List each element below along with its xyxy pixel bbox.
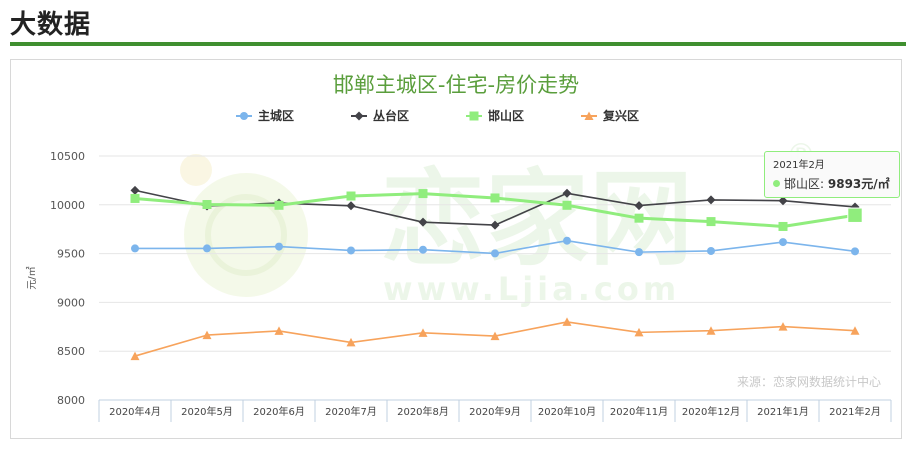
tooltip-series-dot xyxy=(773,180,780,187)
legend-symbol xyxy=(240,112,248,120)
y-tick-label: 10000 xyxy=(50,199,85,212)
watermark: 恋家网 ® www.Ljia.com xyxy=(180,138,816,308)
legend-label: 主城区 xyxy=(258,108,294,123)
x-tick-label: 2020年4月 xyxy=(109,405,161,418)
x-tick-label: 2021年2月 xyxy=(829,405,881,418)
data-point[interactable] xyxy=(706,326,716,335)
y-tick-label: 9500 xyxy=(57,248,85,261)
data-point[interactable] xyxy=(850,326,860,335)
data-point[interactable] xyxy=(490,193,500,203)
data-point[interactable] xyxy=(274,200,284,210)
y-axis-label: 元/㎡ xyxy=(26,266,38,289)
x-tick-label: 2020年12月 xyxy=(682,405,740,418)
price-trend-chart[interactable]: 恋家网 ® www.Ljia.com 邯郸主城区-住宅-房价走势 主城区丛台区邯… xyxy=(11,60,901,438)
series-3[interactable] xyxy=(130,317,860,361)
legend-symbol xyxy=(584,111,594,120)
data-point[interactable] xyxy=(562,317,572,326)
data-point[interactable] xyxy=(634,213,644,223)
page-title: 大数据 xyxy=(10,10,92,40)
data-point[interactable] xyxy=(130,185,140,195)
y-axis: 8000 8500 9000 9500 10000 10500 xyxy=(50,150,85,407)
x-tick-label: 2020年5月 xyxy=(181,405,233,418)
title-divider xyxy=(10,42,906,46)
legend-symbol xyxy=(354,111,364,121)
data-point[interactable] xyxy=(706,195,716,205)
y-tick-label: 9000 xyxy=(57,296,85,309)
legend-label: 丛台区 xyxy=(373,108,409,123)
tooltip-value: 9893元/㎡ xyxy=(827,177,890,191)
data-point[interactable] xyxy=(131,244,139,253)
data-point[interactable] xyxy=(346,201,356,211)
x-axis: 2020年4月 2020年5月 2020年6月 2020年7月 2020年8月 2020年… xyxy=(98,399,892,422)
chart-series xyxy=(130,185,863,361)
data-point[interactable] xyxy=(778,196,788,206)
x-tick-label: 2020年8月 xyxy=(397,405,449,418)
data-point[interactable] xyxy=(778,322,788,331)
series-0[interactable] xyxy=(131,236,859,258)
data-point[interactable] xyxy=(346,337,356,347)
legend-label: 复兴区 xyxy=(602,108,639,123)
y-tick-label: 8000 xyxy=(57,394,85,407)
snail-logo-icon xyxy=(184,173,308,297)
data-point[interactable] xyxy=(491,249,499,258)
chart-tooltip: 2021年2月 邯山区: 9893元/㎡ xyxy=(764,151,900,198)
legend-symbol xyxy=(469,111,479,121)
source-note: 来源：恋家网数据统计中心 xyxy=(737,374,881,389)
data-point[interactable] xyxy=(203,244,211,253)
data-point[interactable] xyxy=(274,326,284,335)
data-point[interactable] xyxy=(202,200,212,210)
data-point[interactable] xyxy=(275,242,283,251)
data-point[interactable] xyxy=(562,200,572,210)
data-point[interactable] xyxy=(418,328,428,337)
data-point[interactable] xyxy=(419,245,427,254)
data-point[interactable] xyxy=(418,189,428,199)
data-point[interactable] xyxy=(202,330,212,340)
series-2[interactable] xyxy=(130,189,863,231)
data-point[interactable] xyxy=(346,191,356,201)
data-point[interactable] xyxy=(634,201,644,211)
x-tick-label: 2020年9月 xyxy=(469,405,521,418)
data-point[interactable] xyxy=(851,247,859,256)
tooltip-series-name: 邯山区 xyxy=(784,177,821,191)
tooltip-date: 2021年2月 xyxy=(773,160,825,171)
x-tick-label: 2020年11月 xyxy=(610,405,668,418)
data-point[interactable] xyxy=(130,193,140,203)
x-tick-label: 2020年10月 xyxy=(538,405,596,418)
data-point[interactable] xyxy=(635,248,643,257)
chart-legend: 主城区 丛台区 邯山区 复兴区 xyxy=(236,108,639,123)
x-tick-label: 2020年6月 xyxy=(253,405,305,418)
y-tick-label: 8500 xyxy=(57,345,85,358)
data-point[interactable] xyxy=(634,327,644,337)
data-point[interactable] xyxy=(779,238,787,247)
data-point[interactable] xyxy=(707,246,715,255)
x-tick-label: 2021年1月 xyxy=(757,405,809,418)
data-point[interactable] xyxy=(562,188,572,198)
legend-label: 邯山区 xyxy=(488,108,524,123)
legend-item[interactable]: 主城区 xyxy=(236,108,294,123)
data-point[interactable] xyxy=(778,221,788,231)
data-point[interactable] xyxy=(490,220,500,230)
y-tick-label: 10500 xyxy=(50,150,85,163)
data-point[interactable] xyxy=(847,207,863,223)
legend-item[interactable]: 复兴区 xyxy=(581,108,639,123)
chart-title: 邯郸主城区-住宅-房价走势 xyxy=(333,73,579,97)
data-point[interactable] xyxy=(706,217,716,227)
watermark-url: www.Ljia.com xyxy=(383,270,680,308)
legend-item[interactable]: 丛台区 xyxy=(351,108,409,123)
data-point[interactable] xyxy=(130,351,140,361)
tooltip-row: 邯山区: 9893元/㎡ xyxy=(773,175,891,192)
legend-item[interactable]: 邯山区 xyxy=(466,108,524,123)
data-point[interactable] xyxy=(490,331,500,341)
data-point[interactable] xyxy=(347,246,355,255)
x-tick-label: 2020年7月 xyxy=(325,405,377,418)
data-point[interactable] xyxy=(563,236,571,245)
data-point[interactable] xyxy=(418,217,428,227)
chart-container: 恋家网 ® www.Ljia.com 邯郸主城区-住宅-房价走势 主城区丛台区邯… xyxy=(10,59,902,439)
